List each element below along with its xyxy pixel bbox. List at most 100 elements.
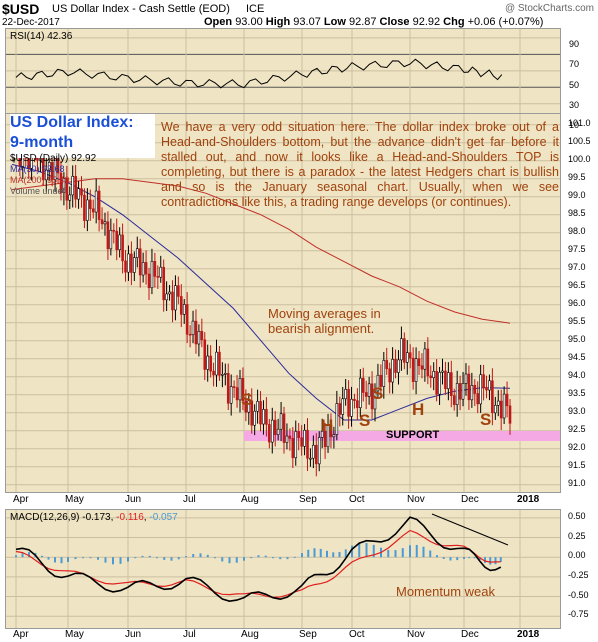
price-tick-label: 95.5 bbox=[568, 315, 586, 326]
candle-body bbox=[77, 188, 80, 200]
candle-body bbox=[89, 199, 92, 210]
candle-body bbox=[411, 357, 415, 382]
x-tick-2018: 2018 bbox=[517, 494, 540, 505]
candle-body bbox=[218, 351, 221, 376]
candle-body bbox=[238, 378, 242, 401]
candle-body bbox=[312, 444, 315, 459]
candle-body bbox=[182, 304, 186, 315]
candle-body bbox=[297, 431, 300, 438]
watermark: @ StockCharts.com bbox=[504, 3, 594, 14]
candle-body bbox=[135, 248, 139, 258]
macd-hist-bar bbox=[372, 544, 375, 558]
macd-axis: 0.50 0.25 0.00 -0.25 -0.50 -0.75 bbox=[562, 509, 598, 629]
candle-body bbox=[294, 431, 298, 459]
macd-hist-bar bbox=[415, 544, 418, 558]
macd-hist-bar bbox=[279, 557, 282, 560]
candle-body bbox=[426, 348, 430, 377]
candle-body bbox=[338, 403, 342, 415]
x-tick-oct: Oct bbox=[349, 494, 365, 505]
price-panel: US Dollar Index: 9-month $USD (Daily) 92… bbox=[5, 113, 561, 493]
candle-body bbox=[344, 389, 347, 400]
macd-hist-bar bbox=[60, 557, 63, 564]
symbol: $USD bbox=[2, 1, 40, 17]
candle-body bbox=[100, 219, 104, 225]
candle-body bbox=[323, 430, 327, 448]
price-svg bbox=[6, 114, 560, 492]
candle-body bbox=[329, 424, 333, 438]
candle-body bbox=[259, 401, 262, 425]
candle-body bbox=[285, 435, 289, 443]
macd-hist-bar bbox=[67, 557, 69, 562]
x-tick-nov: Nov bbox=[407, 629, 425, 640]
candle-body bbox=[314, 444, 318, 465]
candle-body bbox=[359, 377, 362, 409]
price-tick-label: 96.5 bbox=[568, 279, 586, 290]
candle-body bbox=[288, 435, 292, 439]
chart-header: $USD US Dollar Index - Cash Settle (EOD)… bbox=[2, 1, 596, 28]
macd-hist-bar bbox=[141, 555, 144, 558]
candle-body bbox=[206, 355, 210, 370]
rsi-tick-30: 30 bbox=[569, 100, 580, 110]
macd-hist-bar bbox=[185, 556, 187, 558]
macd-hist-bar bbox=[41, 555, 43, 558]
candle-body bbox=[124, 260, 127, 273]
macd-hist-bar bbox=[119, 557, 122, 564]
macd-hist-bar bbox=[338, 551, 341, 558]
candle-body bbox=[185, 304, 189, 335]
pattern-label-s2: S bbox=[359, 411, 371, 430]
price-tick-label: 94.5 bbox=[568, 351, 586, 362]
macd-hist-bar bbox=[478, 557, 481, 560]
candle-body bbox=[350, 398, 353, 417]
candle-body bbox=[147, 273, 151, 289]
candle-body bbox=[496, 400, 500, 406]
candle-body bbox=[502, 393, 506, 419]
macd-note: Momentum weak bbox=[396, 584, 495, 599]
candle-body bbox=[341, 398, 345, 415]
candle-body bbox=[74, 175, 77, 200]
macd-hist-bar bbox=[264, 555, 267, 558]
candle-body bbox=[435, 371, 438, 395]
candle-body bbox=[50, 162, 54, 181]
candle-body bbox=[174, 285, 177, 311]
candle-body bbox=[300, 437, 303, 447]
candle-body bbox=[397, 359, 400, 373]
macd-svg bbox=[6, 510, 560, 628]
ma-note-line1: Moving averages in bbox=[268, 306, 381, 321]
macd-tick-label: -0.25 bbox=[568, 569, 589, 580]
candle-body bbox=[391, 359, 394, 383]
macd-hist-bar bbox=[484, 557, 486, 563]
candle-body bbox=[505, 393, 509, 407]
candle-body bbox=[508, 405, 512, 424]
macd-hist-bar bbox=[489, 557, 492, 565]
candle-body bbox=[400, 338, 403, 361]
candle-body bbox=[144, 262, 148, 275]
candle-body bbox=[118, 234, 121, 251]
candle-body bbox=[27, 157, 30, 169]
price-tick-label: 96.0 bbox=[568, 297, 586, 308]
macd-hist-bar bbox=[473, 557, 476, 559]
macd-hist-bar bbox=[468, 557, 471, 559]
candle-body bbox=[65, 178, 69, 201]
x-tick-jul: Jul bbox=[183, 494, 196, 505]
macd-hist-bar bbox=[499, 557, 502, 562]
macd-tick-label: 0.00 bbox=[568, 550, 586, 561]
candle-body bbox=[317, 437, 321, 465]
x-tick-nov: Nov bbox=[407, 494, 425, 505]
price-legend: $USD (Daily) 92.92 MA(50) 93.68 MA(200) … bbox=[10, 153, 96, 197]
rsi-legend: RSI(14) 42.36 bbox=[10, 31, 73, 42]
macd-tick-label: -0.50 bbox=[568, 589, 589, 600]
candle-body bbox=[491, 380, 494, 414]
candle-body bbox=[450, 372, 453, 396]
candle-body bbox=[197, 330, 201, 345]
trend-line bbox=[431, 513, 509, 546]
candle-body bbox=[414, 358, 418, 382]
rsi-tick-50: 50 bbox=[569, 80, 580, 90]
candle-body bbox=[83, 194, 86, 221]
candle-body bbox=[94, 190, 98, 213]
macd-hist-bar bbox=[82, 557, 84, 559]
macd-hist-bar bbox=[250, 557, 253, 559]
macd-hist-bar bbox=[351, 545, 353, 558]
macd-hist-bar bbox=[243, 557, 245, 561]
candle-body bbox=[432, 371, 435, 379]
candle-body bbox=[127, 253, 130, 273]
